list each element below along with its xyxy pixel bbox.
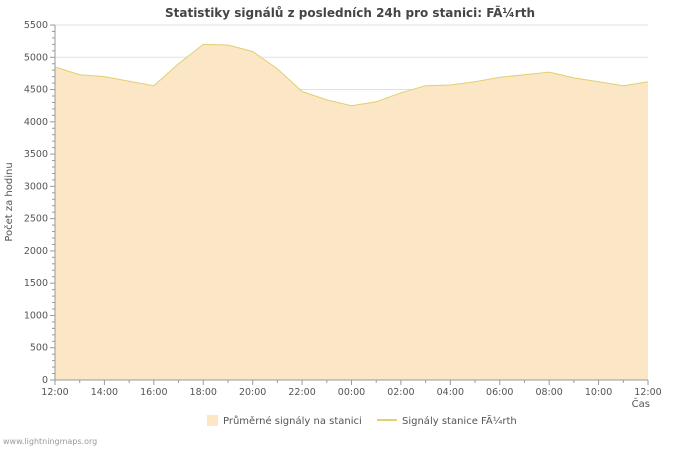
y-tick-label: 1500 <box>24 278 48 289</box>
y-tick-label: 500 <box>30 343 48 354</box>
plot-area: 0 500 1000 1500 2000 2500 3000 3500 4000 4500 5000… <box>24 20 662 398</box>
y-tick-label: 5000 <box>24 52 48 63</box>
watermark: www.lightningmaps.org <box>3 437 97 446</box>
x-tick-label: 16:00 <box>140 387 167 398</box>
y-tick-label: 2000 <box>24 246 48 257</box>
legend: Průměrné signály na stanici Signály stan… <box>207 414 517 427</box>
x-tick-label: 10:00 <box>585 387 612 398</box>
area-series <box>55 44 648 381</box>
x-tick-label: 00:00 <box>338 387 365 398</box>
x-axis-label: Čas <box>632 397 650 410</box>
x-tick-label: 22:00 <box>288 387 315 398</box>
legend-area-swatch <box>207 415 218 426</box>
x-tick-label: 12:00 <box>634 387 661 398</box>
legend-area-label: Průměrné signály na stanici <box>223 415 362 427</box>
x-tick-label: 20:00 <box>239 387 266 398</box>
legend-line-label: Signály stanice FÃ¼rth <box>402 414 517 427</box>
chart-title: Statistiky signálů z posledních 24h pro … <box>165 5 535 20</box>
line-series <box>54 43 649 107</box>
y-axis-label: Počet za hodinu <box>3 162 15 241</box>
x-tick-label: 18:00 <box>190 387 217 398</box>
y-tick-label: 1000 <box>24 310 48 321</box>
y-tick-label: 4000 <box>24 117 48 128</box>
x-tick-label: 06:00 <box>486 387 513 398</box>
y-tick-label: 3000 <box>24 181 48 192</box>
y-tick-label: 5500 <box>24 20 48 31</box>
y-tick-label: 4500 <box>24 85 48 96</box>
x-tick-label: 08:00 <box>535 387 562 398</box>
x-tick-label: 02:00 <box>387 387 414 398</box>
x-tick-label: 12:00 <box>41 387 68 398</box>
x-tick-label: 04:00 <box>437 387 464 398</box>
x-tick-label: 14:00 <box>91 387 118 398</box>
y-tick-label: 0 <box>42 375 48 386</box>
y-tick-label: 3500 <box>24 149 48 160</box>
y-tick-label: 2500 <box>24 214 48 225</box>
